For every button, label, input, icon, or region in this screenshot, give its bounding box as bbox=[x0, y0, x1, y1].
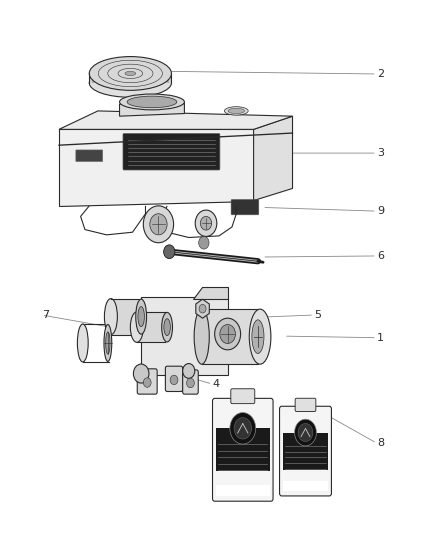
Ellipse shape bbox=[136, 299, 147, 334]
Text: 1: 1 bbox=[377, 333, 384, 343]
Ellipse shape bbox=[120, 94, 184, 110]
Text: 8: 8 bbox=[377, 438, 384, 448]
Circle shape bbox=[150, 214, 167, 235]
FancyBboxPatch shape bbox=[295, 398, 316, 411]
Text: 9: 9 bbox=[377, 206, 384, 216]
Circle shape bbox=[230, 413, 256, 444]
Ellipse shape bbox=[89, 56, 171, 90]
Bar bbox=[283, 433, 328, 470]
Circle shape bbox=[215, 318, 240, 350]
Ellipse shape bbox=[104, 325, 112, 361]
Circle shape bbox=[134, 364, 149, 383]
Polygon shape bbox=[59, 111, 293, 130]
Circle shape bbox=[220, 325, 236, 343]
FancyBboxPatch shape bbox=[166, 366, 183, 392]
Circle shape bbox=[298, 423, 313, 442]
FancyBboxPatch shape bbox=[137, 369, 157, 394]
Bar bbox=[283, 481, 328, 491]
Bar bbox=[89, 74, 171, 83]
Ellipse shape bbox=[104, 298, 117, 335]
Circle shape bbox=[143, 378, 151, 387]
Polygon shape bbox=[254, 116, 293, 200]
Bar bbox=[216, 484, 270, 496]
Text: 5: 5 bbox=[314, 310, 321, 320]
FancyBboxPatch shape bbox=[231, 199, 259, 215]
Bar bbox=[137, 312, 165, 342]
Ellipse shape bbox=[228, 108, 244, 114]
Ellipse shape bbox=[162, 312, 173, 342]
Ellipse shape bbox=[252, 320, 264, 353]
Circle shape bbox=[234, 417, 251, 439]
FancyBboxPatch shape bbox=[123, 134, 220, 170]
Ellipse shape bbox=[138, 306, 145, 327]
Circle shape bbox=[164, 245, 175, 259]
Circle shape bbox=[294, 419, 316, 446]
Polygon shape bbox=[120, 103, 184, 116]
Circle shape bbox=[199, 237, 209, 249]
Circle shape bbox=[201, 216, 212, 230]
Text: 2: 2 bbox=[377, 69, 384, 79]
FancyBboxPatch shape bbox=[279, 406, 332, 496]
Text: 3: 3 bbox=[377, 148, 384, 158]
Text: 7: 7 bbox=[42, 310, 49, 320]
Text: 4: 4 bbox=[212, 379, 219, 389]
Ellipse shape bbox=[106, 332, 110, 354]
FancyBboxPatch shape bbox=[183, 370, 198, 394]
FancyBboxPatch shape bbox=[231, 389, 255, 403]
Ellipse shape bbox=[224, 107, 248, 115]
Polygon shape bbox=[202, 309, 258, 364]
Polygon shape bbox=[196, 299, 209, 318]
Polygon shape bbox=[193, 287, 228, 298]
Ellipse shape bbox=[249, 309, 271, 364]
Polygon shape bbox=[141, 297, 228, 375]
Circle shape bbox=[187, 378, 194, 388]
Ellipse shape bbox=[194, 309, 209, 364]
Bar bbox=[111, 298, 139, 335]
Ellipse shape bbox=[164, 319, 170, 336]
Ellipse shape bbox=[131, 312, 143, 342]
Circle shape bbox=[143, 206, 173, 243]
Circle shape bbox=[199, 304, 206, 313]
FancyBboxPatch shape bbox=[212, 398, 273, 501]
Ellipse shape bbox=[125, 71, 136, 76]
Circle shape bbox=[183, 364, 195, 378]
FancyBboxPatch shape bbox=[76, 150, 102, 161]
Circle shape bbox=[195, 210, 217, 237]
Ellipse shape bbox=[78, 324, 88, 362]
Polygon shape bbox=[59, 130, 254, 206]
Ellipse shape bbox=[127, 96, 177, 108]
Ellipse shape bbox=[89, 69, 171, 98]
Text: 6: 6 bbox=[377, 251, 384, 261]
Circle shape bbox=[170, 375, 178, 385]
Bar bbox=[216, 429, 270, 471]
